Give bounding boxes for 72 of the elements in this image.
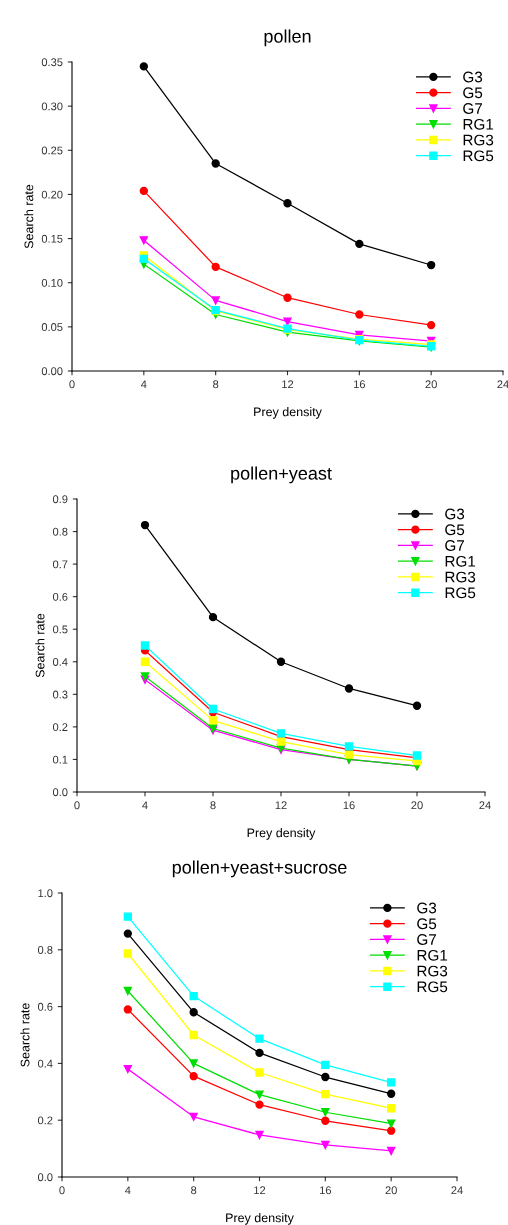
legend-label: RG3 bbox=[417, 965, 448, 977]
x-tick-label: 12 bbox=[254, 1186, 266, 1195]
x-tick-label: 0 bbox=[59, 1186, 65, 1195]
y-tick-label: 0.10 bbox=[41, 278, 63, 287]
y-tick-label: 0.20 bbox=[41, 190, 63, 199]
legend-label: G7 bbox=[417, 934, 437, 945]
x-tick-label: 4 bbox=[141, 380, 147, 389]
x-tick-label: 8 bbox=[213, 380, 219, 389]
y-tick-label: 0.0 bbox=[52, 788, 68, 797]
chart-title: pollen+yeast bbox=[231, 466, 332, 484]
x-tick-label: 8 bbox=[191, 1186, 197, 1195]
y-tick-label: 0.6 bbox=[37, 1002, 53, 1011]
y-tick-label: 0.05 bbox=[41, 323, 63, 331]
x-tick-label: 20 bbox=[385, 1186, 397, 1195]
x-tick-label: 16 bbox=[320, 1186, 332, 1195]
legend-label: G3 bbox=[463, 71, 483, 83]
y-tick-label: 0.35 bbox=[41, 58, 63, 67]
x-tick-label: 24 bbox=[479, 801, 491, 810]
y-tick-label: 0.30 bbox=[41, 102, 63, 111]
y-tick-label: 0.4 bbox=[52, 658, 68, 666]
legend-label: G5 bbox=[445, 524, 465, 536]
legend-label: G3 bbox=[417, 902, 437, 914]
x-tick-label: 16 bbox=[343, 801, 355, 810]
y-axis-title: Search rate bbox=[35, 613, 45, 678]
y-tick-label: 0.8 bbox=[52, 527, 68, 536]
y-tick-label: 0.1 bbox=[52, 755, 68, 764]
legend-label: G5 bbox=[417, 918, 437, 930]
y-tick-label: 0.9 bbox=[52, 495, 68, 504]
legend-label: RG5 bbox=[417, 981, 448, 993]
x-axis-title: Prey density bbox=[247, 828, 316, 840]
x-tick-label: 24 bbox=[497, 380, 508, 389]
legend-label: RG5 bbox=[463, 150, 494, 162]
legend-label: G3 bbox=[445, 508, 465, 520]
y-tick-label: 0.8 bbox=[37, 946, 53, 954]
y-tick-label: 0.2 bbox=[52, 723, 68, 732]
y-tick-label: 0.5 bbox=[52, 625, 68, 634]
legend-label: G7 bbox=[445, 540, 465, 551]
x-tick-label: 8 bbox=[210, 801, 216, 810]
x-tick-label: 20 bbox=[411, 801, 423, 810]
legend-label: RG3 bbox=[445, 571, 476, 583]
chart-title: pollen bbox=[264, 29, 311, 47]
legend-label: RG1 bbox=[463, 118, 494, 130]
y-tick-label: 0.6 bbox=[52, 592, 68, 601]
y-tick-label: 0.15 bbox=[41, 234, 63, 243]
y-axis-title: Search rate bbox=[20, 1003, 30, 1067]
x-tick-label: 4 bbox=[125, 1186, 131, 1195]
x-tick-label: 16 bbox=[354, 380, 366, 389]
x-tick-label: 4 bbox=[142, 801, 148, 810]
y-tick-label: 0.4 bbox=[37, 1059, 53, 1068]
chart-title: pollen+yeast+sucrose bbox=[172, 860, 347, 878]
x-tick-label: 12 bbox=[275, 801, 287, 810]
x-axis-title: Prey density bbox=[254, 407, 322, 419]
legend-label: G5 bbox=[463, 87, 483, 99]
y-tick-label: 0.00 bbox=[41, 367, 63, 376]
y-tick-label: 0.7 bbox=[52, 560, 68, 569]
x-tick-label: 0 bbox=[69, 380, 75, 389]
y-tick-label: 0.25 bbox=[41, 146, 63, 155]
legend-label: RG3 bbox=[463, 134, 494, 146]
y-tick-label: 1.0 bbox=[38, 889, 53, 898]
x-tick-label: 12 bbox=[282, 380, 294, 389]
y-tick-label: 0.0 bbox=[37, 1173, 53, 1182]
legend-label: RG5 bbox=[445, 587, 476, 599]
x-tick-label: 24 bbox=[451, 1186, 463, 1195]
legend-label: RG1 bbox=[445, 555, 476, 567]
x-tick-label: 20 bbox=[425, 380, 437, 389]
legend-label: RG1 bbox=[417, 949, 448, 961]
x-tick-label: 0 bbox=[74, 801, 80, 810]
legend-label: G7 bbox=[463, 103, 483, 114]
x-axis-title: Prey density bbox=[226, 1213, 294, 1225]
y-tick-label: 0.2 bbox=[37, 1116, 53, 1125]
y-axis-title: Search rate bbox=[24, 184, 34, 249]
y-tick-label: 0.3 bbox=[52, 690, 68, 699]
